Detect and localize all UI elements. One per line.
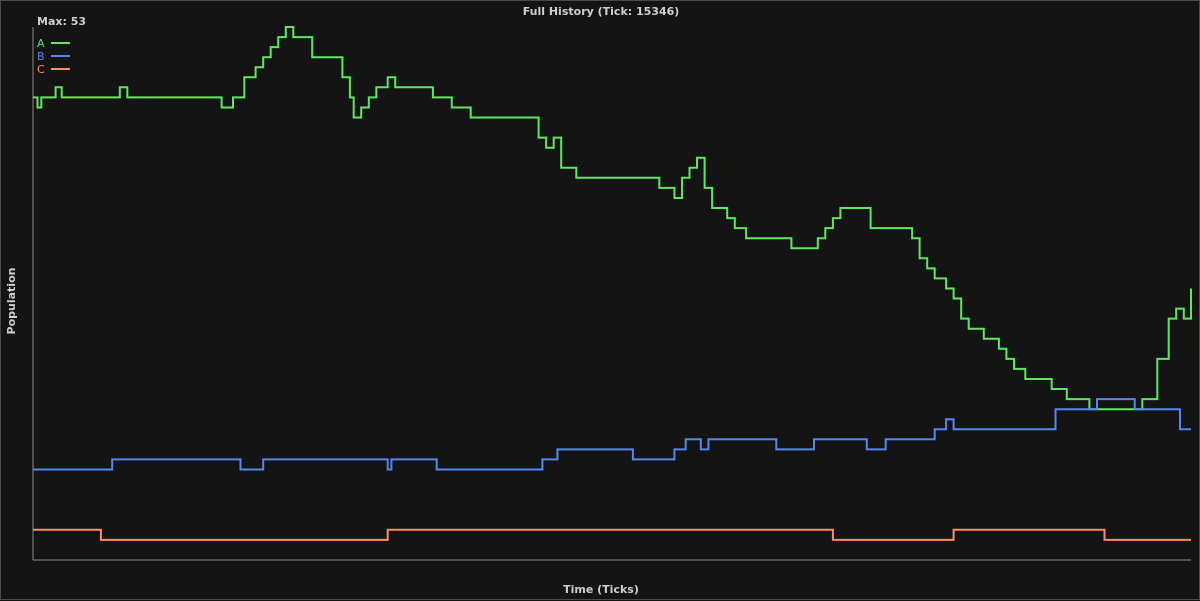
series-line-c	[33, 528, 1191, 541]
legend-item-a: A	[37, 37, 70, 50]
legend-item-c: C	[37, 63, 70, 76]
series-line-b	[33, 398, 1191, 471]
legend-label-b: B	[37, 50, 45, 63]
max-label: Max: 53	[37, 15, 86, 28]
series-line-a	[33, 26, 1192, 411]
series-layer	[33, 26, 1192, 541]
chart-title: Full History (Tick: 15346)	[523, 5, 680, 18]
legend-label-a: A	[37, 37, 45, 50]
legend-label-c: C	[37, 63, 45, 76]
legend-item-b: B	[37, 50, 70, 63]
y-axis-label: Population	[5, 268, 18, 335]
x-axis-label: Time (Ticks)	[563, 583, 639, 596]
legend: A B C	[37, 37, 70, 76]
